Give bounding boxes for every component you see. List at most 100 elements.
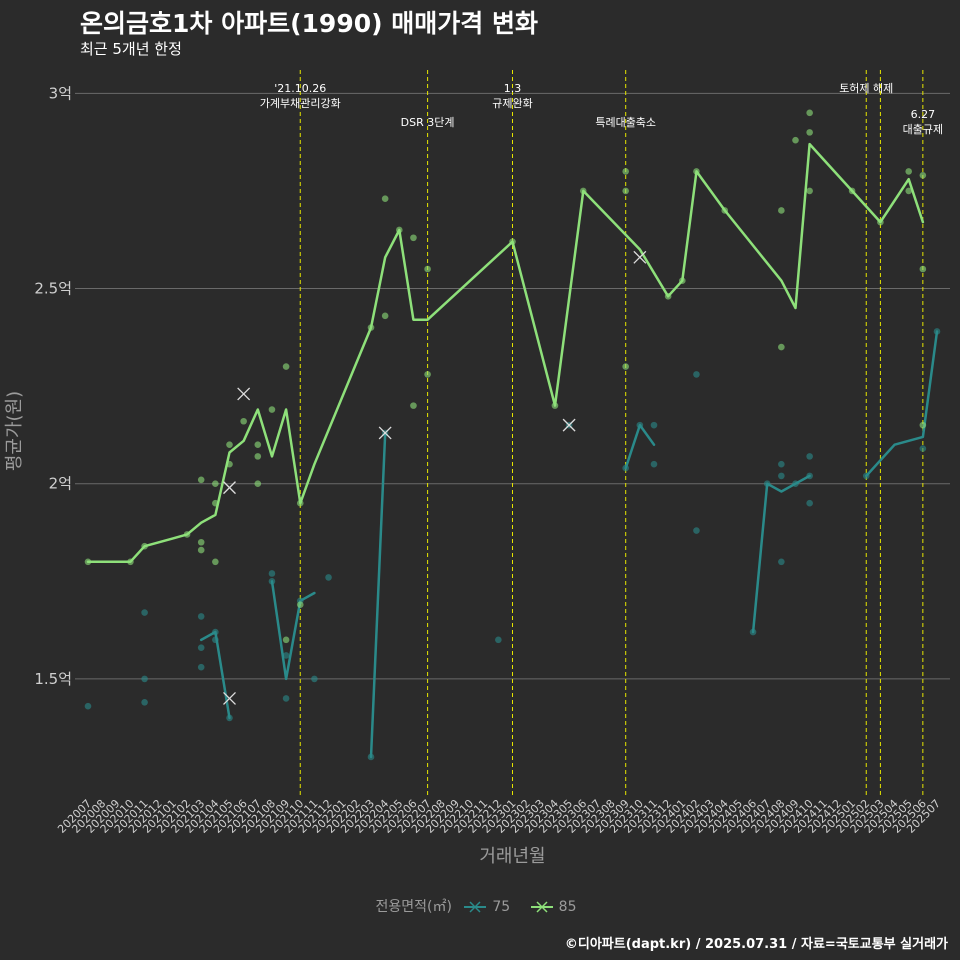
cancelled-marker-85 <box>237 387 251 401</box>
cancelled-marker-75 <box>378 426 392 440</box>
cancelled-marker-85 <box>633 250 647 264</box>
event-label: DSR 3단계 <box>401 116 455 129</box>
series-line-75 <box>865 330 939 478</box>
cancelled-mark-stroke <box>633 250 647 264</box>
data-point-85 <box>919 421 927 429</box>
data-point-85 <box>197 538 205 546</box>
data-point-85 <box>381 312 389 320</box>
legend-label-85: 85 <box>558 899 577 915</box>
cancelled-mark-stroke <box>378 426 392 440</box>
cancelled-mark-stroke <box>223 691 236 705</box>
data-point-75 <box>141 609 148 616</box>
data-point-85 <box>296 601 304 609</box>
data-point-85 <box>622 187 629 195</box>
y-tick-label: 2.5억 <box>34 280 72 298</box>
series-line-85 <box>86 142 925 564</box>
data-point-75 <box>268 570 276 577</box>
data-point-75 <box>693 527 700 534</box>
cancelled-marker-85 <box>223 481 236 495</box>
legend-swatch-85 <box>530 901 553 913</box>
data-point-85 <box>622 168 629 175</box>
data-point-75 <box>778 558 785 566</box>
data-point-85 <box>282 636 290 644</box>
data-point-85 <box>254 480 262 488</box>
x-axis-title: 거래년월 <box>479 846 545 867</box>
event-label: 특례대출축소 <box>595 116 656 129</box>
page-title: 온의금호1차 아파트(1990) 매매가격 변화 <box>80 9 538 38</box>
event-label: 가계부채관리강화 <box>260 97 341 110</box>
data-point-75 <box>325 574 332 581</box>
event-label: 6.27 <box>911 108 936 121</box>
page-subtitle: 최근 5개년 한정 <box>80 40 182 58</box>
data-point-85 <box>792 136 799 144</box>
data-point-85 <box>226 441 233 448</box>
event-label: 토허제 해제 <box>839 81 893 95</box>
data-point-85 <box>806 129 813 136</box>
event-label: 대출규제 <box>903 123 943 136</box>
data-point-75 <box>778 472 785 480</box>
data-point-75 <box>141 699 148 706</box>
data-point-75 <box>84 702 92 710</box>
data-point-85 <box>919 172 927 179</box>
data-point-85 <box>254 441 262 448</box>
legend-title: 전용면적(㎡) <box>375 899 452 915</box>
source-caption: ©디아파트(dapt.kr) / 2025.07.31 / 자료=국토교통부 실… <box>564 937 948 952</box>
cancelled-marker-75 <box>223 691 236 705</box>
series-line-75 <box>751 474 811 634</box>
legend-label-75: 75 <box>492 899 511 915</box>
legend-swatch-75 <box>464 901 487 913</box>
cancelled-mark-stroke <box>223 481 236 495</box>
data-point-85 <box>197 476 205 484</box>
event-label: 규제완화 <box>492 97 532 110</box>
data-point-75 <box>919 445 927 452</box>
y-tick-label: 3억 <box>49 84 72 102</box>
data-point-85 <box>212 558 219 566</box>
data-point-75 <box>693 371 700 378</box>
y-tick-label: 1.5억 <box>34 670 72 688</box>
data-point-75 <box>778 460 785 468</box>
series-line-75 <box>199 630 231 720</box>
data-point-85 <box>778 343 785 351</box>
data-point-85 <box>197 546 205 554</box>
series-line-75 <box>270 580 316 681</box>
data-point-85 <box>806 187 813 195</box>
legend: 전용면적(㎡) 75 85 <box>0 896 960 916</box>
event-label: '21.10.26 <box>274 82 326 95</box>
data-point-85 <box>282 363 290 370</box>
data-point-85 <box>410 402 417 409</box>
data-point-75 <box>650 460 658 468</box>
data-point-75 <box>806 499 813 507</box>
data-point-75 <box>282 652 290 659</box>
data-point-75 <box>495 636 502 644</box>
cancelled-mark-stroke <box>562 418 576 432</box>
y-axis-title: 평균가(원) <box>4 391 25 471</box>
legend-item-85: 85 <box>529 899 585 915</box>
data-point-75 <box>311 675 318 683</box>
data-point-85 <box>410 234 417 242</box>
data-point-85 <box>254 453 262 460</box>
series-line-75 <box>624 423 656 470</box>
series-line-75 <box>369 431 387 759</box>
data-point-85 <box>919 265 927 273</box>
data-point-75 <box>197 663 205 671</box>
data-point-75 <box>197 613 205 620</box>
data-point-85 <box>268 406 276 413</box>
data-point-75 <box>806 453 813 460</box>
data-point-85 <box>212 480 219 488</box>
data-point-85 <box>381 195 389 203</box>
event-label: 1.3 <box>504 82 522 95</box>
y-tick-label: 2억 <box>49 475 72 493</box>
data-point-85 <box>240 417 247 425</box>
data-point-85 <box>905 187 912 195</box>
data-point-85 <box>806 109 813 117</box>
data-point-75 <box>282 695 290 702</box>
cancelled-mark-stroke <box>237 387 251 401</box>
data-point-75 <box>650 421 658 429</box>
legend-item-75: 75 <box>462 899 518 915</box>
cancelled-marker-75 <box>562 418 576 432</box>
data-point-85 <box>622 363 629 370</box>
data-point-75 <box>141 675 148 683</box>
data-point-85 <box>778 207 785 214</box>
data-point-85 <box>424 265 431 273</box>
